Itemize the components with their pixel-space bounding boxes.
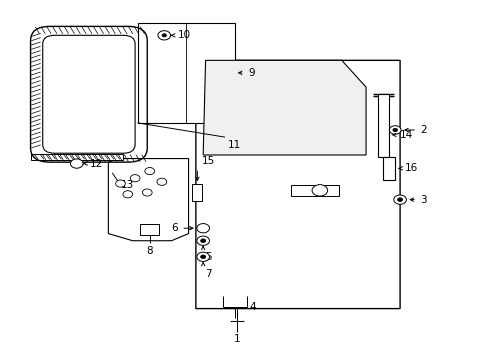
Bar xyxy=(192,184,202,202)
Text: 5: 5 xyxy=(204,252,211,262)
Circle shape xyxy=(197,252,209,261)
Text: 7: 7 xyxy=(204,269,211,279)
Circle shape xyxy=(388,126,400,134)
Text: 6: 6 xyxy=(171,223,178,233)
Text: 3: 3 xyxy=(420,195,426,204)
Circle shape xyxy=(70,159,83,168)
Circle shape xyxy=(122,191,132,198)
Text: 14: 14 xyxy=(399,130,412,140)
Circle shape xyxy=(311,185,327,196)
Text: 1: 1 xyxy=(233,334,240,344)
Circle shape xyxy=(162,34,166,37)
Bar xyxy=(382,157,394,180)
Text: 8: 8 xyxy=(146,246,153,256)
Bar xyxy=(30,154,122,159)
Text: 2: 2 xyxy=(420,125,426,135)
Circle shape xyxy=(157,178,166,185)
Polygon shape xyxy=(196,60,399,309)
Polygon shape xyxy=(108,158,188,241)
FancyBboxPatch shape xyxy=(42,35,135,153)
Bar xyxy=(377,94,388,157)
Circle shape xyxy=(200,255,205,259)
Circle shape xyxy=(158,31,170,40)
Bar xyxy=(137,23,234,123)
Bar xyxy=(290,185,339,196)
Circle shape xyxy=(142,189,152,196)
Circle shape xyxy=(197,224,209,233)
Text: 9: 9 xyxy=(248,68,255,78)
Circle shape xyxy=(392,128,397,132)
Text: 16: 16 xyxy=(404,163,417,174)
Text: 15: 15 xyxy=(202,157,215,166)
Text: 4: 4 xyxy=(249,302,255,312)
Bar xyxy=(140,224,159,235)
Circle shape xyxy=(116,180,125,187)
Text: 13: 13 xyxy=(120,180,134,190)
Circle shape xyxy=(197,236,209,246)
Polygon shape xyxy=(203,60,366,155)
Text: 10: 10 xyxy=(177,30,190,40)
Circle shape xyxy=(130,175,140,182)
Circle shape xyxy=(393,195,406,204)
Text: 12: 12 xyxy=(90,158,103,168)
Circle shape xyxy=(144,167,154,175)
Text: 11: 11 xyxy=(227,140,240,150)
Circle shape xyxy=(397,198,402,202)
Circle shape xyxy=(200,239,205,243)
